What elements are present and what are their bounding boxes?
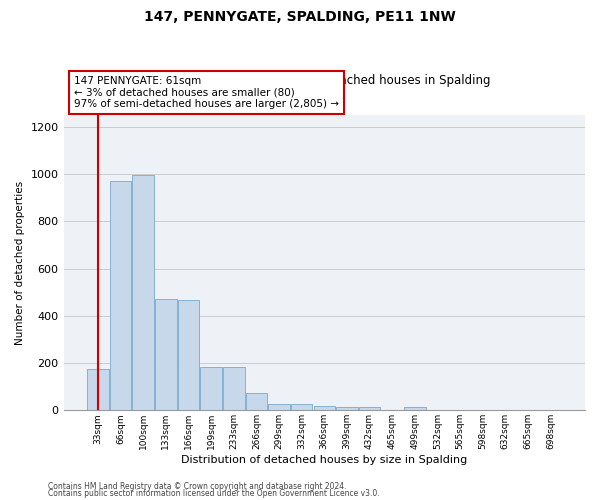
Bar [110, 181, 131, 410]
Text: Contains public sector information licensed under the Open Government Licence v3: Contains public sector information licen… [48, 490, 380, 498]
Bar [291, 404, 313, 410]
Text: 147, PENNYGATE, SPALDING, PE11 1NW: 147, PENNYGATE, SPALDING, PE11 1NW [144, 10, 456, 24]
Bar [200, 366, 222, 410]
X-axis label: Distribution of detached houses by size in Spalding: Distribution of detached houses by size … [181, 455, 467, 465]
Text: 147 PENNYGATE: 61sqm
← 3% of detached houses are smaller (80)
97% of semi-detach: 147 PENNYGATE: 61sqm ← 3% of detached ho… [74, 76, 339, 109]
Bar [359, 408, 380, 410]
Title: Size of property relative to detached houses in Spalding: Size of property relative to detached ho… [158, 74, 491, 88]
Y-axis label: Number of detached properties: Number of detached properties [15, 180, 25, 344]
Bar [178, 300, 199, 410]
Bar [87, 369, 109, 410]
Bar [223, 366, 245, 410]
Bar [268, 404, 290, 410]
Bar [404, 406, 425, 410]
Bar [155, 299, 176, 410]
Bar [133, 175, 154, 410]
Bar [314, 406, 335, 410]
Text: Contains HM Land Registry data © Crown copyright and database right 2024.: Contains HM Land Registry data © Crown c… [48, 482, 347, 491]
Bar [245, 392, 267, 410]
Bar [336, 408, 358, 410]
